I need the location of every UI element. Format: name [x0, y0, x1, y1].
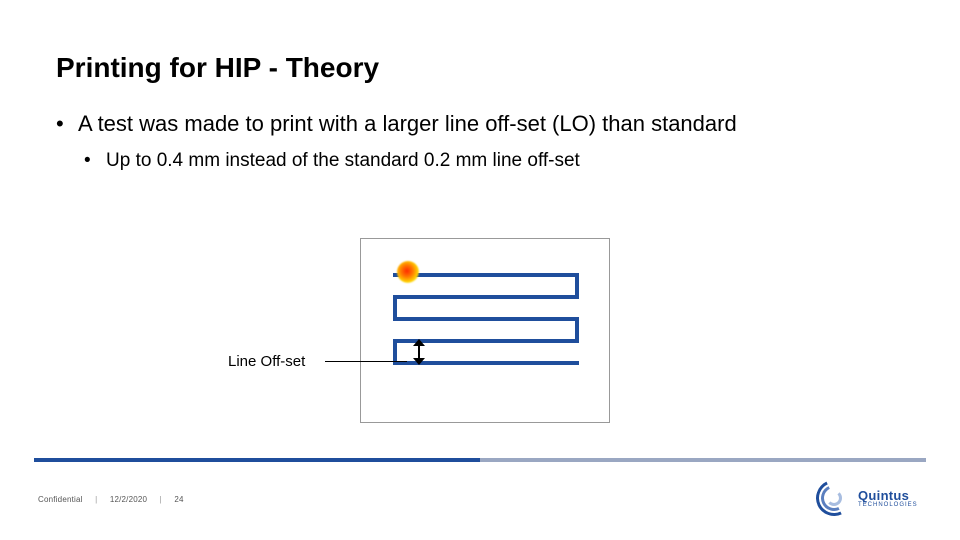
footer-date: 12/2/2020	[110, 495, 147, 504]
footer-page: 24	[174, 495, 183, 504]
page-title: Printing for HIP - Theory	[56, 52, 379, 84]
bullet-text-2: Up to 0.4 mm instead of the standard 0.2…	[106, 149, 580, 174]
path-seg	[393, 295, 579, 299]
footer-confidential: Confidential	[38, 495, 83, 504]
offset-arrow-icon	[413, 339, 425, 365]
logo-subtitle: TECHNOLOGIES	[858, 502, 918, 508]
bullet-level-1: • A test was made to print with a larger…	[56, 110, 876, 139]
line-offset-diagram	[360, 238, 610, 423]
company-logo: Quintus TECHNOLOGIES	[816, 478, 926, 518]
footer: Confidential | 12/2/2020 | 24	[38, 495, 184, 504]
bullet-text-1: A test was made to print with a larger l…	[78, 110, 737, 139]
logo-text: Quintus TECHNOLOGIES	[858, 489, 918, 508]
logo-mark-icon	[816, 480, 852, 516]
bullet-list: • A test was made to print with a larger…	[56, 110, 876, 173]
line-offset-label: Line Off-set	[228, 353, 305, 370]
path-seg	[393, 317, 579, 321]
bullet-dot: •	[56, 110, 78, 139]
bullet-level-2: • Up to 0.4 mm instead of the standard 0…	[84, 149, 876, 174]
label-connector-line	[325, 361, 407, 362]
laser-hotspot-icon	[397, 261, 419, 283]
footer-divider: |	[95, 495, 97, 504]
logo-name: Quintus	[858, 489, 918, 502]
slide: Printing for HIP - Theory • A test was m…	[0, 0, 960, 540]
path-seg	[393, 273, 579, 277]
diagram-container	[360, 238, 610, 423]
separator-bar	[34, 458, 926, 462]
bullet-dot: •	[84, 149, 106, 174]
footer-divider: |	[160, 495, 162, 504]
